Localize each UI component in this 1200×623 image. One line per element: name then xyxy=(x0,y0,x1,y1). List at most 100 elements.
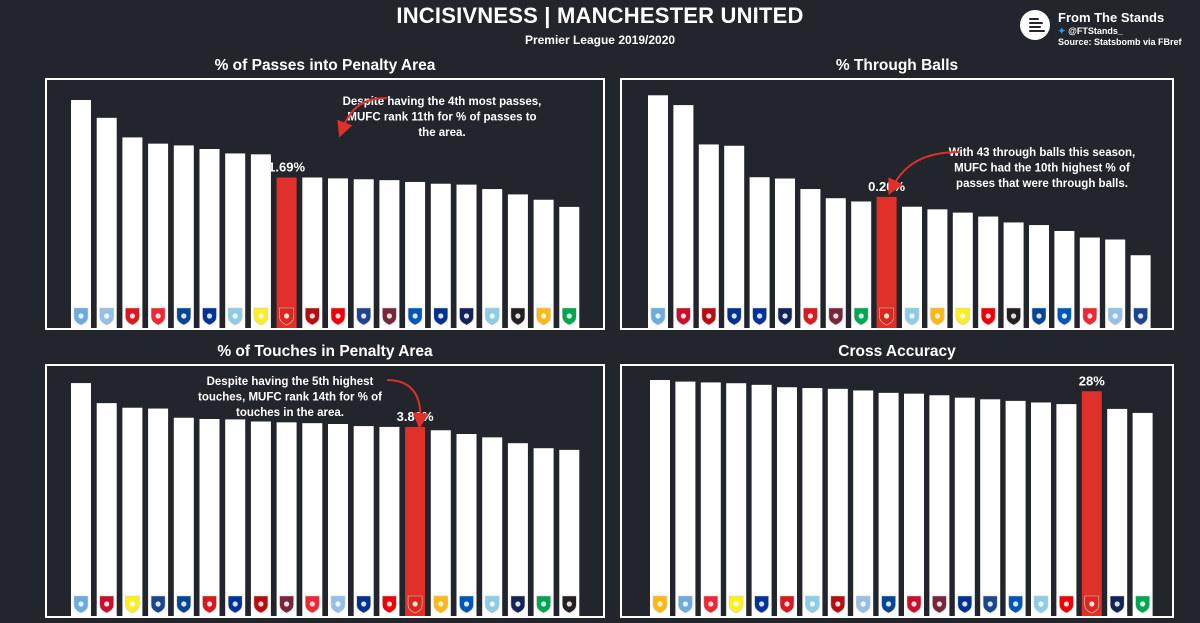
club-badge-icon xyxy=(1057,307,1072,326)
chart-title-passes-into-penalty-area: % of Passes into Penalty Area xyxy=(214,57,436,74)
annotation-line: the area. xyxy=(418,127,465,139)
from-the-stands-logo-icon xyxy=(1020,10,1050,40)
club-badge-icon xyxy=(1133,307,1148,326)
club-badge-icon xyxy=(330,595,346,614)
club-badge-icon xyxy=(881,595,896,614)
bar xyxy=(726,383,747,616)
club-badge-icon xyxy=(1033,595,1049,614)
club-badge-icon xyxy=(99,595,114,614)
annotation-line: Despite having the 5th highest xyxy=(207,376,374,388)
bar xyxy=(71,383,91,616)
club-badge-icon xyxy=(227,307,243,326)
bar xyxy=(751,384,772,616)
club-badge-icon xyxy=(202,595,217,614)
bar xyxy=(1029,225,1049,328)
highlight-value-label: 28% xyxy=(1079,373,1105,388)
club-badge-icon xyxy=(779,595,795,614)
club-badge-icon xyxy=(433,595,449,614)
bar xyxy=(802,388,823,616)
chart-through-balls: 0.20% With 43 through balls this season, M… xyxy=(620,78,1174,330)
bar xyxy=(777,387,797,616)
club-badge-icon xyxy=(99,307,114,326)
bar xyxy=(173,417,194,616)
club-badge-icon xyxy=(382,307,397,326)
annotation-line: MUFC had the 10th highest % of xyxy=(954,163,1130,175)
annotation-line: With 43 through balls this season, xyxy=(949,147,1135,159)
club-badge-icon xyxy=(562,307,577,326)
club-badge-icon xyxy=(855,595,871,614)
highlight-value-label: 3.86% xyxy=(397,409,434,424)
club-badge-icon xyxy=(777,307,793,326)
chart-title-touches-in-penalty-area: % of Touches in Penalty Area xyxy=(217,343,433,360)
club-badge-icon xyxy=(957,595,973,614)
bar xyxy=(302,177,323,328)
bar xyxy=(673,105,694,328)
club-badge-icon xyxy=(125,307,140,326)
club-badge-icon xyxy=(279,307,294,326)
club-badge-icon xyxy=(562,595,577,614)
club-badge-icon xyxy=(1084,595,1100,614)
bar xyxy=(1003,222,1024,328)
club-badge-icon xyxy=(703,595,719,614)
bar xyxy=(122,137,143,328)
bar xyxy=(904,393,924,616)
bar xyxy=(225,153,246,328)
club-badge-icon xyxy=(1008,595,1023,614)
subtitle: Premier League 2019/2020 xyxy=(524,33,676,47)
club-badge-icon xyxy=(330,307,346,326)
bar xyxy=(250,421,271,616)
bar xyxy=(353,179,374,328)
bar xyxy=(878,392,899,616)
bar xyxy=(96,403,117,616)
club-badge-icon xyxy=(652,595,668,614)
chart-cross-accuracy: 28% xyxy=(620,364,1174,618)
chart-svg: 0.20% With 43 through balls this season, M… xyxy=(648,95,1151,328)
bar xyxy=(507,194,528,328)
club-badge-icon xyxy=(407,595,423,614)
bar xyxy=(482,189,503,328)
bar xyxy=(827,388,848,616)
club-badge-icon xyxy=(754,595,769,614)
bar xyxy=(456,434,477,616)
bar xyxy=(302,423,323,616)
bar-highlight xyxy=(1081,391,1102,616)
club-badge-icon xyxy=(980,307,996,326)
bar xyxy=(559,206,580,328)
bar-highlight xyxy=(405,426,426,616)
club-badge-icon xyxy=(726,307,742,326)
club-badge-icon xyxy=(125,595,140,614)
club-badge-icon xyxy=(536,307,551,326)
club-badge-icon xyxy=(407,307,423,326)
annotation-arrow xyxy=(337,97,388,138)
bar xyxy=(328,178,348,328)
club-badge-icon xyxy=(982,595,998,614)
chart-svg: 3.86% Despite having the 5th highest touch… xyxy=(71,376,580,616)
club-badge-icon xyxy=(803,307,818,326)
annotation-line: touches in the area. xyxy=(236,407,344,419)
chart-title-through-balls: % Through Balls xyxy=(835,57,959,74)
bar xyxy=(533,448,554,616)
club-badge-icon xyxy=(433,307,449,326)
bar xyxy=(1132,412,1153,616)
brand-handle-row[interactable]: ✦ @FTStands_ xyxy=(1058,26,1123,37)
club-badge-icon xyxy=(955,307,971,326)
highlight-value-label: 1.69% xyxy=(268,159,305,174)
club-badge-icon xyxy=(1031,307,1047,326)
brand-block: From The Stands ✦ @FTStands_ Source: Sta… xyxy=(1018,8,1198,48)
club-badge-icon xyxy=(484,595,500,614)
bar xyxy=(1107,408,1128,616)
club-badge-icon xyxy=(879,307,894,326)
club-badge-icon xyxy=(459,595,474,614)
bar xyxy=(902,206,922,328)
annotation-line: Despite having the 4th most passes, xyxy=(343,96,542,108)
club-badge-icon xyxy=(1107,307,1123,326)
club-badge-icon xyxy=(227,595,243,614)
club-badge-icon xyxy=(176,595,192,614)
club-badge-icon xyxy=(150,307,166,326)
club-badge-icon xyxy=(805,595,820,614)
club-badge-icon xyxy=(853,307,869,326)
bar-highlight xyxy=(276,177,297,328)
bar xyxy=(851,201,872,328)
bar xyxy=(507,443,528,616)
bar xyxy=(952,212,973,328)
